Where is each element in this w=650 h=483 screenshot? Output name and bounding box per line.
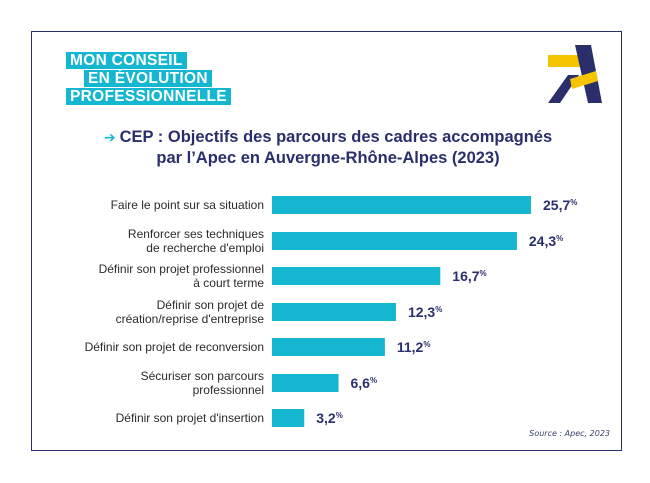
source-note: Source : Apec, 2023	[529, 429, 610, 438]
bar-5	[272, 338, 385, 356]
value-label-7: 3,2%	[316, 410, 343, 426]
apec-logo-icon	[548, 45, 602, 103]
category-label-1: Faire le point sur sa situation	[111, 198, 264, 212]
badge-line-2: EN ÉVOLUTION	[84, 70, 212, 87]
value-label-5: 11,2%	[397, 339, 431, 355]
category-label-5: Définir son projet de reconversion	[85, 340, 264, 354]
category-label-4: Définir son projet de création/reprise d'…	[116, 298, 265, 326]
bar-4	[272, 303, 396, 321]
category-label-3: Définir son projet professionnel à court …	[99, 262, 265, 290]
bar-2	[272, 232, 517, 250]
bar-6	[272, 374, 339, 392]
bar-7	[272, 409, 305, 427]
chart-title-line-1: CEP : Objectifs des parcours des cadres …	[119, 128, 553, 146]
bar-1	[272, 196, 531, 214]
arrow-icon: ➔	[103, 129, 116, 145]
value-label-2: 24,3%	[529, 233, 563, 249]
value-label-4: 12,3%	[408, 304, 442, 320]
value-label-3: 16,7%	[452, 268, 486, 284]
chart-title: ➔ CEP : Objectifs des parcours des cadres…	[48, 127, 608, 169]
value-label-6: 6,6%	[351, 375, 378, 391]
badge-line-1: MON CONSEIL	[66, 52, 187, 69]
badge-line-3: PROFESSIONNELLE	[66, 88, 231, 105]
category-label-2: Renforcer ses techniques de recherche d'e…	[128, 227, 264, 255]
program-badge: MON CONSEIL EN ÉVOLUTION PROFESSIONNELLE	[66, 52, 231, 105]
category-label-6: Sécuriser son parcours professionnel	[141, 369, 264, 397]
chart-title-line-2: par l’Apec en Auvergne-Rhône-Alpes (2023…	[156, 149, 500, 167]
category-label-7: Définir son projet d'insertion	[116, 411, 264, 425]
bar-3	[272, 267, 441, 285]
value-label-1: 25,7%	[543, 197, 577, 213]
